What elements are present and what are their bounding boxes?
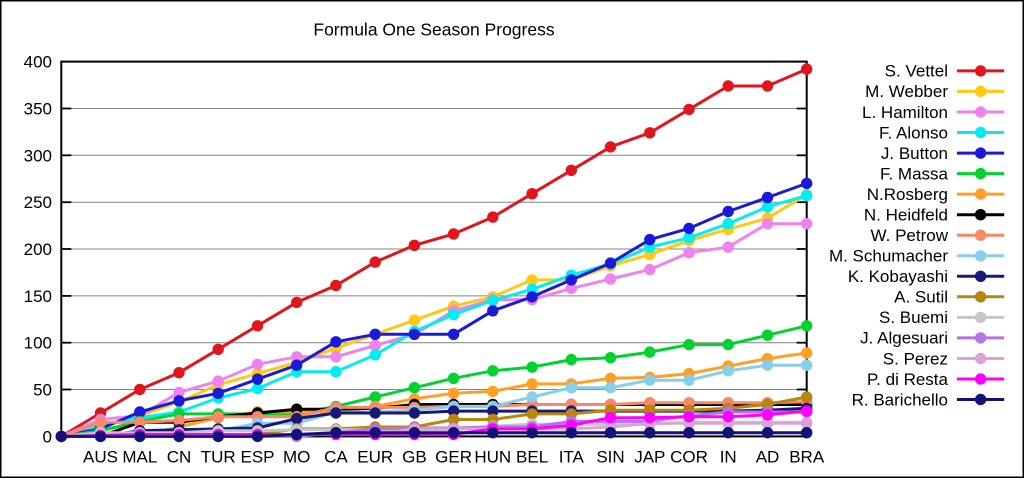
svg-text:HUN: HUN	[474, 448, 511, 467]
svg-text:250: 250	[24, 193, 52, 212]
svg-text:GER: GER	[435, 448, 472, 467]
svg-text:Formula One Season Progress: Formula One Season Progress	[313, 20, 554, 40]
svg-text:TUR: TUR	[201, 448, 236, 467]
svg-text:COR: COR	[670, 448, 708, 467]
svg-text:300: 300	[24, 146, 52, 165]
svg-text:M. Schumacher: M. Schumacher	[829, 247, 948, 266]
svg-text:F. Alonso: F. Alonso	[879, 123, 948, 142]
svg-text:S. Perez: S. Perez	[883, 349, 948, 368]
svg-text:AUS: AUS	[83, 448, 118, 467]
svg-text:ITA: ITA	[559, 448, 585, 467]
svg-text:ESP: ESP	[240, 448, 274, 467]
svg-text:150: 150	[24, 287, 52, 306]
svg-text:BEL: BEL	[516, 448, 548, 467]
svg-text:BRA: BRA	[789, 448, 825, 467]
svg-text:50: 50	[33, 381, 52, 400]
svg-text:J. Button: J. Button	[881, 144, 948, 163]
svg-text:EUR: EUR	[357, 448, 393, 467]
svg-text:N.Rosberg: N.Rosberg	[867, 185, 948, 204]
svg-text:J. Algesuari: J. Algesuari	[860, 329, 948, 348]
svg-text:S. Buemi: S. Buemi	[879, 308, 948, 327]
svg-text:F. Massa: F. Massa	[880, 164, 949, 183]
svg-text:S. Vettel: S. Vettel	[885, 62, 948, 81]
svg-text:W. Petrow: W. Petrow	[871, 226, 949, 245]
svg-text:M. Webber: M. Webber	[865, 82, 948, 101]
svg-text:L. Hamilton: L. Hamilton	[862, 103, 948, 122]
svg-text:K. Kobayashi: K. Kobayashi	[848, 267, 948, 286]
svg-text:CN: CN	[167, 448, 192, 467]
svg-text:P. di Resta: P. di Resta	[867, 370, 949, 389]
svg-text:A. Sutil: A. Sutil	[894, 288, 948, 307]
svg-text:400: 400	[24, 53, 52, 72]
svg-text:100: 100	[24, 334, 52, 353]
svg-text:N. Heidfeld: N. Heidfeld	[864, 206, 948, 225]
svg-text:AD: AD	[756, 448, 780, 467]
svg-text:JAP: JAP	[634, 448, 665, 467]
svg-text:350: 350	[24, 100, 52, 119]
svg-text:200: 200	[24, 240, 52, 259]
svg-text:SIN: SIN	[596, 448, 624, 467]
svg-text:MO: MO	[283, 448, 310, 467]
svg-text:R. Barichello: R. Barichello	[852, 390, 948, 409]
svg-text:GB: GB	[402, 448, 427, 467]
svg-text:0: 0	[43, 427, 52, 446]
svg-text:CA: CA	[324, 448, 348, 467]
svg-text:MAL: MAL	[122, 448, 157, 467]
svg-text:IN: IN	[720, 448, 737, 467]
